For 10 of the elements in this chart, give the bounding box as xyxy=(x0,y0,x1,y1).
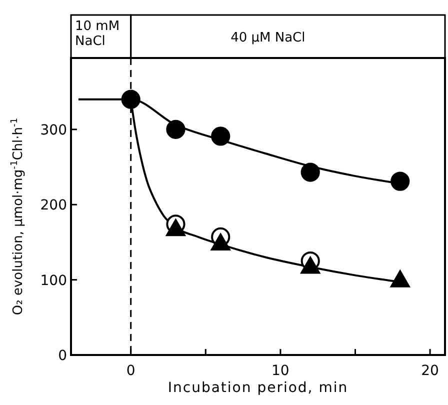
x-tick-label: 20 xyxy=(421,363,439,379)
y-tick-label: 100 xyxy=(40,272,67,289)
x-tick-label: 0 xyxy=(126,363,136,379)
y-tick-label: 0 xyxy=(58,348,67,364)
y-tick-label: 300 xyxy=(40,122,67,138)
y-tick-label: 200 xyxy=(40,198,67,214)
x-axis-title: Incubation period, min xyxy=(168,380,348,396)
x-tick-label: 10 xyxy=(272,363,290,379)
text: 10 mM NaCl xyxy=(75,19,120,49)
text: 40 μM NaCl xyxy=(230,30,306,46)
